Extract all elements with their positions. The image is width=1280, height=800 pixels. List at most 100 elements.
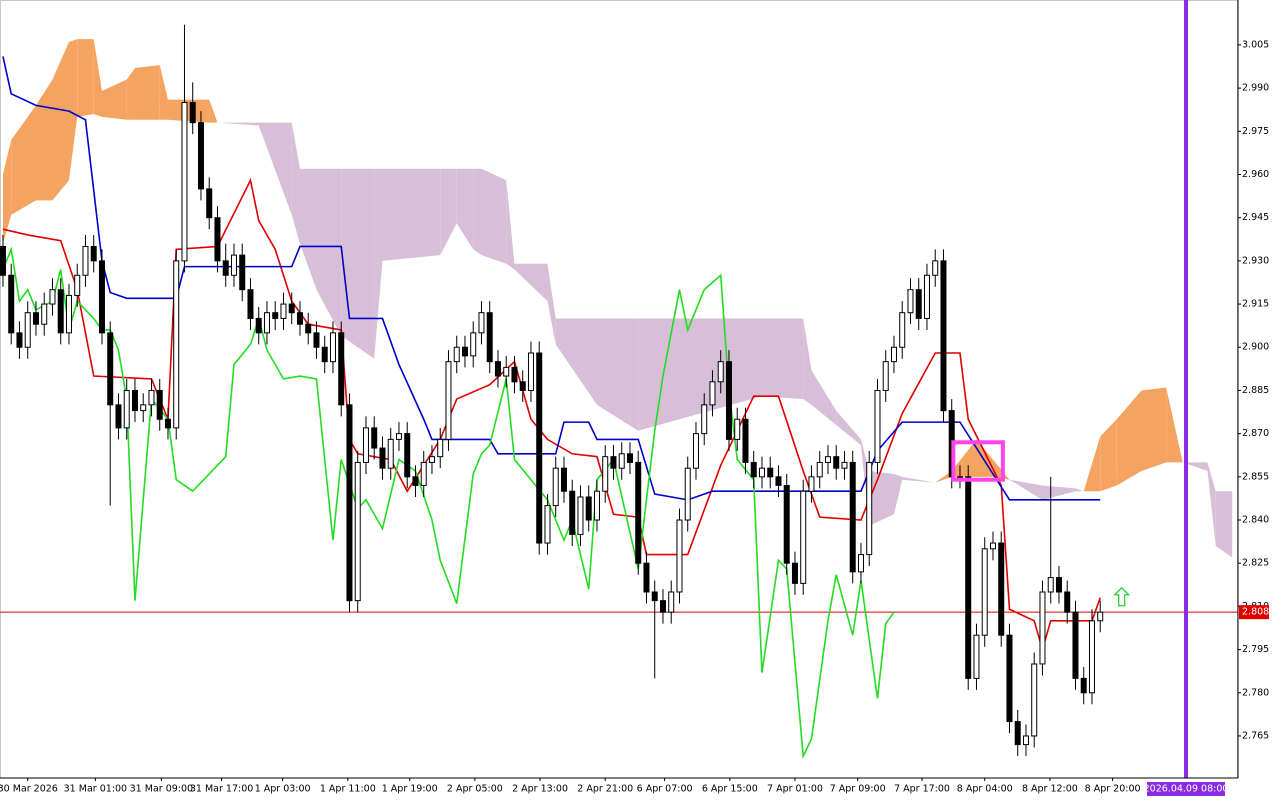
candle-body xyxy=(1080,677,1087,694)
candle-body xyxy=(866,461,873,556)
x-tick-label: 31 Mar 09:00 xyxy=(130,784,193,795)
candle-body xyxy=(148,389,155,406)
time-marker-label: 2026.04.09 08:00 xyxy=(1144,784,1229,795)
cloud-segment xyxy=(935,471,952,483)
candle-body xyxy=(65,294,72,334)
indicator-line xyxy=(2,246,895,760)
x-tick-label: 2 Apr 21:00 xyxy=(577,784,633,795)
candle-body xyxy=(470,332,477,357)
candle-body xyxy=(1022,735,1029,746)
candle-body xyxy=(140,404,147,412)
candle-body xyxy=(618,453,625,469)
cloud-segment xyxy=(1075,488,1084,492)
candle-body xyxy=(329,332,336,363)
candle-body xyxy=(569,490,576,535)
candle-body xyxy=(915,289,922,319)
candle-body xyxy=(882,361,889,391)
candle-body xyxy=(890,346,897,363)
candle-body xyxy=(247,289,254,319)
cloud-segment xyxy=(506,180,515,270)
candle-body xyxy=(57,289,64,334)
x-tick-label: 2 Apr 05:00 xyxy=(447,784,503,795)
candle-body xyxy=(1047,577,1054,593)
cloud-segment xyxy=(596,318,639,431)
y-tick-label: 2.795 xyxy=(1242,644,1269,655)
candle-body xyxy=(560,467,567,492)
cloud-segment xyxy=(382,168,441,261)
candle-body xyxy=(767,467,774,478)
plot-area xyxy=(0,0,1238,778)
y-tick-label: 2.930 xyxy=(1242,255,1269,266)
candle-body xyxy=(0,245,6,276)
candle-body xyxy=(758,467,765,478)
cloud-segment xyxy=(341,168,375,359)
x-tick-label: 8 Apr 12:00 xyxy=(1022,784,1078,795)
cloud-segment xyxy=(1207,462,1216,546)
y-tick-label: 2.780 xyxy=(1242,687,1269,698)
cloud-segment xyxy=(35,79,53,201)
cloud-segment xyxy=(299,168,317,290)
candle-body xyxy=(989,542,996,550)
candle-body xyxy=(717,361,724,383)
candle-body xyxy=(626,453,633,463)
candle-body xyxy=(24,312,31,348)
y-tick-label: 2.825 xyxy=(1242,558,1269,569)
signal-arrow xyxy=(1113,586,1131,607)
y-tick-label: 3.005 xyxy=(1242,39,1269,50)
candle-body xyxy=(899,312,906,348)
highlight-box xyxy=(951,440,1005,482)
candle-body xyxy=(1064,591,1071,613)
cloud-segment xyxy=(77,39,94,117)
cloud-segment xyxy=(440,168,457,256)
cloud-segment xyxy=(167,99,210,123)
candle-body xyxy=(635,461,642,564)
cloud-segment xyxy=(555,318,597,405)
candle-body xyxy=(585,496,592,521)
cloud-segment xyxy=(514,263,548,302)
axes: 2.7652.7802.7952.8102.8252.8402.8552.870… xyxy=(0,39,1269,794)
cloud-segment xyxy=(1166,387,1183,463)
x-tick-label: 8 Apr 20:00 xyxy=(1085,784,1141,795)
x-tick-label: 7 Apr 01:00 xyxy=(767,784,823,795)
candle-body xyxy=(552,467,559,507)
candle-body xyxy=(131,389,138,412)
candle-body xyxy=(511,366,518,383)
candle-body xyxy=(544,505,551,544)
cloud-segment xyxy=(811,370,837,425)
y-tick-label: 2.990 xyxy=(1242,83,1269,94)
cloud-segment xyxy=(209,99,218,123)
x-tick-label: 1 Apr 11:00 xyxy=(320,784,376,795)
candle-body xyxy=(1039,591,1046,665)
cloud-segment xyxy=(481,168,507,264)
candle-body xyxy=(8,274,15,334)
candle-body xyxy=(1006,634,1013,723)
candle-body xyxy=(602,456,609,492)
x-tick-label: 2 Apr 13:00 xyxy=(512,784,568,795)
candle-body xyxy=(428,456,435,463)
candle-body xyxy=(379,447,386,469)
candle-body xyxy=(82,245,89,276)
candle-body xyxy=(536,352,543,544)
candle-body xyxy=(527,352,534,391)
cloud-segment xyxy=(473,168,482,256)
candle-body xyxy=(981,548,988,636)
time-marker-label-bg xyxy=(1147,782,1226,796)
candle-body xyxy=(932,260,939,276)
cloud-segment xyxy=(761,318,804,400)
candle-body xyxy=(734,418,741,440)
candle-body xyxy=(74,274,81,296)
candle-body xyxy=(659,600,666,613)
x-tick-label: 6 Apr 07:00 xyxy=(637,784,693,795)
candle-body xyxy=(610,456,617,469)
cloud-segment xyxy=(68,39,78,181)
candle-body xyxy=(692,433,699,469)
candle-body xyxy=(280,303,287,319)
candle-body xyxy=(296,312,303,325)
y-tick-label: 2.960 xyxy=(1242,169,1269,180)
candle-body xyxy=(1055,577,1062,593)
cloud-segment xyxy=(52,42,69,201)
candle-body xyxy=(461,346,468,357)
cloud-segment xyxy=(456,168,474,250)
candle-body xyxy=(940,260,947,412)
candle-body xyxy=(305,323,312,334)
